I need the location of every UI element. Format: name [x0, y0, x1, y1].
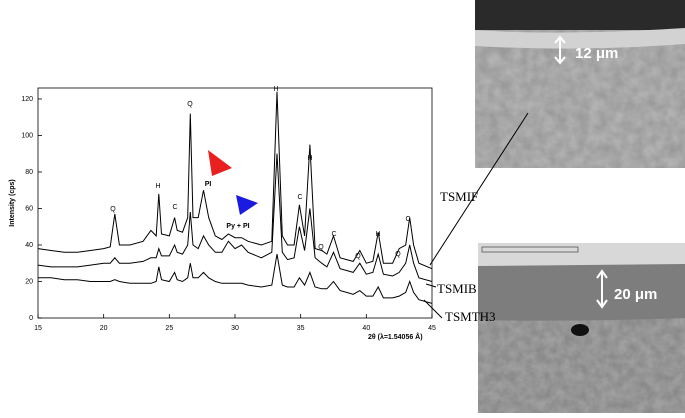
series-label: TSMTH3: [445, 309, 496, 324]
peak-label: Q: [110, 206, 116, 213]
peak-label: H: [273, 86, 278, 93]
scale-label: 20 μm: [614, 286, 657, 303]
sem-image-bottom: 20 μm: [478, 243, 685, 413]
sem-image-top: 12 μm: [475, 0, 685, 168]
arrow-blue: [236, 195, 258, 215]
series-label: TSMIB: [437, 281, 477, 296]
y-tick-label: 40: [25, 242, 33, 249]
leader-lines: [423, 112, 529, 319]
peak-label: C: [331, 231, 336, 238]
y-axis-label: Intensity (cps): [9, 179, 16, 226]
y-tick-label: 100: [21, 132, 33, 139]
x-tick-label: 20: [100, 325, 108, 332]
xrd-line: [37, 91, 433, 270]
x-tick-label: 25: [165, 325, 173, 332]
series-label: TSMIF: [440, 189, 478, 204]
x-tick-label: 45: [428, 325, 436, 332]
peak-label: C: [172, 204, 177, 211]
peak-label: H: [307, 155, 312, 162]
y-tick-label: 0: [29, 315, 33, 322]
peak-label: Py + PI: [226, 223, 249, 230]
peak-label: Q: [395, 251, 401, 258]
peak-label: C: [297, 194, 302, 201]
peak-label: Q: [318, 244, 324, 251]
peak-label: H: [375, 231, 380, 238]
y-tick-label: 120: [21, 96, 33, 103]
peak-label: PI: [205, 181, 212, 188]
x-tick-label: 15: [34, 325, 42, 332]
y-tick-label: 20: [25, 278, 33, 285]
x-tick-label: 30: [231, 325, 239, 332]
xrd-line: [38, 254, 433, 304]
x-tick-label: 35: [297, 325, 305, 332]
scale-label: 12 μm: [575, 45, 618, 62]
peak-label: Q: [187, 101, 193, 108]
xrd-line: [37, 153, 433, 282]
y-tick-label: 80: [25, 169, 33, 176]
arrow-red: [208, 150, 232, 176]
peak-label: Q: [355, 253, 361, 260]
x-tick-label: 40: [362, 325, 370, 332]
peak-label: H: [155, 183, 160, 190]
peak-label: C: [405, 216, 410, 223]
y-tick-label: 60: [25, 205, 33, 212]
x-axis-label: 2θ (λ=1.54056 Å): [368, 332, 423, 341]
